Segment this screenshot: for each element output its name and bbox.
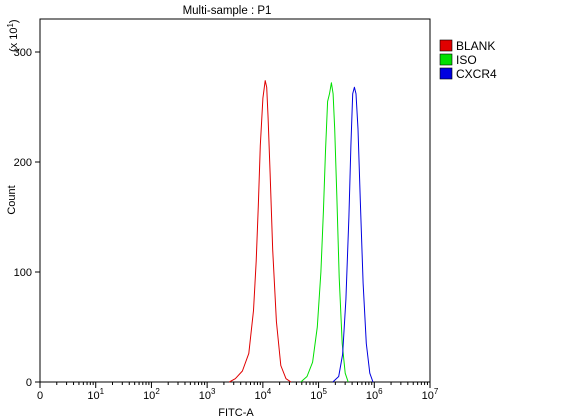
x-tick-exponent: 5 bbox=[322, 387, 327, 396]
x-tick-exponent: 1 bbox=[100, 387, 105, 396]
x-tick-base: 0 bbox=[37, 390, 43, 402]
x-tick-base: 10 bbox=[87, 390, 99, 402]
y-tick-label: 0 bbox=[26, 377, 32, 389]
x-axis-label: FITC-A bbox=[218, 407, 254, 419]
x-tick-base: 10 bbox=[255, 390, 267, 402]
legend-swatch bbox=[439, 39, 453, 52]
series-line-iso bbox=[300, 82, 349, 383]
x-tick-exponent: 4 bbox=[267, 387, 272, 396]
y-axis-multiplier: (x 101) bbox=[6, 19, 20, 52]
legend-label: BLANK bbox=[456, 39, 495, 53]
x-tick-label: 0 bbox=[37, 390, 43, 402]
y-tick-label: 300 bbox=[14, 47, 32, 59]
x-tick-exponent: 2 bbox=[155, 387, 160, 396]
legend-label: ISO bbox=[456, 53, 477, 67]
y-axis-multiplier-prefix: (x 10 bbox=[8, 28, 20, 52]
y-axis-multiplier-close: ) bbox=[8, 19, 20, 23]
y-axis-label: Count bbox=[6, 185, 18, 214]
x-tick-base: 10 bbox=[422, 390, 434, 402]
legend-swatch bbox=[439, 67, 453, 80]
series-line-blank bbox=[229, 80, 292, 383]
series-line-cxcr4 bbox=[332, 86, 374, 383]
x-tick-label: 105 bbox=[310, 387, 327, 402]
histogram-curves bbox=[229, 80, 374, 383]
x-tick-exponent: 3 bbox=[211, 387, 216, 396]
x-tick-exponent: 7 bbox=[434, 387, 439, 396]
x-tick-label: 101 bbox=[87, 387, 104, 402]
y-axis-multiplier-exponent: 1 bbox=[6, 23, 15, 28]
y-tick-label: 200 bbox=[14, 157, 32, 169]
y-tick-label: 100 bbox=[14, 267, 32, 279]
x-tick-exponent: 6 bbox=[378, 387, 383, 396]
x-tick-label: 107 bbox=[422, 387, 439, 402]
x-tick-label: 106 bbox=[366, 387, 383, 402]
chart-title: Multi-sample : P1 bbox=[183, 5, 272, 17]
x-tick-base: 10 bbox=[366, 390, 378, 402]
y-axis: 0 100 200 300 bbox=[14, 47, 40, 389]
x-tick-label: 103 bbox=[199, 387, 216, 402]
legend-label: CXCR4 bbox=[456, 67, 497, 81]
x-tick-base: 10 bbox=[310, 390, 322, 402]
x-tick-label: 102 bbox=[143, 387, 160, 402]
x-axis: 0 101 102 103 104 105 106 107 bbox=[37, 382, 439, 402]
plot-frame bbox=[39, 18, 431, 383]
legend-swatch bbox=[439, 53, 453, 66]
x-tick-label: 104 bbox=[255, 387, 272, 402]
x-tick-base: 10 bbox=[143, 390, 155, 402]
x-tick-base: 10 bbox=[199, 390, 211, 402]
